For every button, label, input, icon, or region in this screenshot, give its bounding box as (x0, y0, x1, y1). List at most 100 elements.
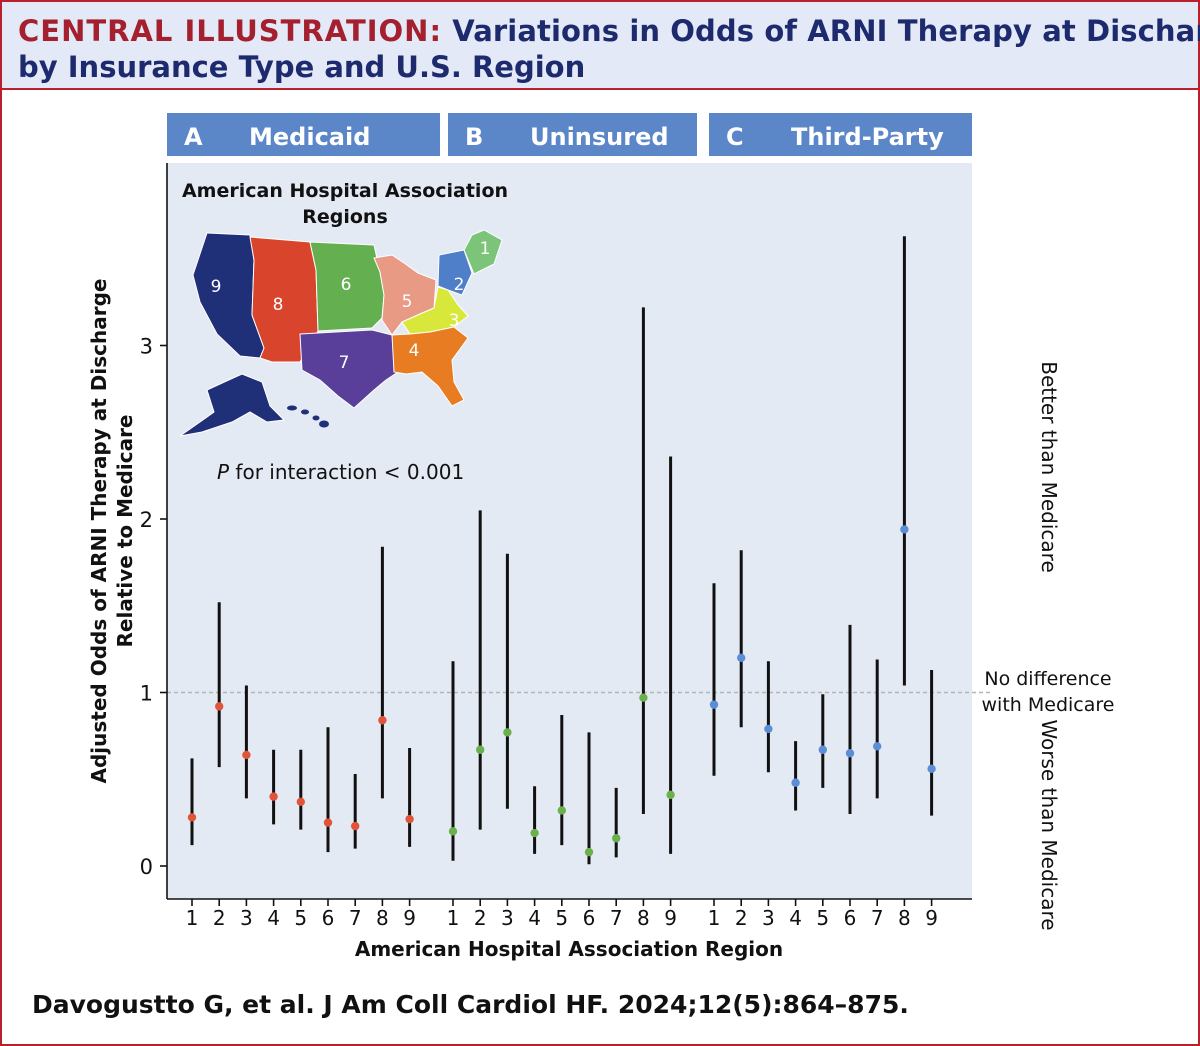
map-region-label-9: 9 (211, 277, 222, 297)
panel-header-third-party (709, 113, 972, 156)
x-tick-label: 9 (403, 906, 416, 930)
better-than-medicare-label: Better than Medicare (1037, 361, 1061, 573)
title-part-2: by Insurance Type and U.S. Region (18, 50, 586, 84)
x-tick-label: 7 (349, 906, 362, 930)
x-tick-label: 3 (501, 906, 514, 930)
map-hawaii-island (312, 415, 320, 421)
x-tick-label: 2 (735, 906, 748, 930)
x-tick-label: 9 (664, 906, 677, 930)
x-tick-label: 6 (322, 906, 335, 930)
panel-header-medicaid (167, 113, 440, 156)
estimate-point-third-party-region-6 (845, 749, 855, 758)
x-tick-label: 5 (294, 906, 307, 930)
estimate-point-medicaid-region-2 (215, 702, 224, 711)
map-region-7 (299, 329, 399, 409)
no-difference-label-line-1: No difference (984, 668, 1111, 690)
map-region-label-5: 5 (402, 292, 413, 312)
map-region-4 (391, 326, 469, 407)
estimate-point-uninsured-region-1 (448, 827, 458, 836)
estimate-point-uninsured-region-4 (530, 828, 539, 838)
interaction-p-value: P for interaction < 0.001 (217, 460, 464, 484)
x-tick-label: 6 (583, 906, 596, 930)
x-axis-label: American Hospital Association Region (355, 937, 783, 961)
x-tick-label: 1 (708, 906, 721, 930)
y-tick-label: 3 (140, 335, 153, 359)
map-region-label-2: 2 (454, 275, 465, 295)
estimate-point-uninsured-region-8 (639, 693, 648, 702)
x-tick-label: 1 (447, 906, 460, 930)
estimate-point-medicaid-region-9 (405, 814, 414, 824)
panel-letter: B (465, 123, 483, 151)
y-tick-label: 1 (140, 682, 153, 706)
x-tick-label: 7 (871, 906, 884, 930)
chart-marks (187, 236, 936, 865)
panel-headers: A Medicaid B Uninsured C Third-Party (167, 113, 972, 156)
map-region-label-4: 4 (409, 341, 420, 361)
no-difference-label-line-2: with Medicare (982, 694, 1115, 716)
estimate-point-uninsured-region-6 (584, 847, 594, 857)
panel-title: Medicaid (249, 123, 370, 151)
estimate-point-uninsured-region-7 (612, 834, 621, 843)
estimate-point-medicaid-region-3 (242, 750, 251, 760)
panel-header-uninsured (448, 113, 697, 156)
map-hawaii-island (301, 409, 309, 415)
map-title-line-2: Regions (302, 206, 388, 228)
x-tick-label: 8 (637, 906, 650, 930)
panel-letter: A (184, 123, 203, 151)
estimate-point-uninsured-region-3 (503, 728, 512, 737)
x-tick-label: 3 (240, 906, 253, 930)
map-region-label-7: 7 (339, 353, 350, 373)
map-region-1 (463, 229, 503, 275)
estimate-point-medicaid-region-7 (351, 821, 360, 831)
estimate-point-uninsured-region-9 (666, 790, 675, 800)
central-illustration-label: CENTRAL ILLUSTRATION: (18, 14, 443, 48)
y-axis-label-line-2: Relative to Medicare (113, 415, 137, 648)
estimate-point-third-party-region-3 (764, 724, 773, 734)
estimate-point-third-party-region-8 (900, 525, 909, 534)
x-tick-label: 7 (610, 906, 623, 930)
estimate-point-medicaid-region-6 (323, 818, 333, 827)
y-tick-label: 0 (140, 855, 153, 879)
x-tick-label: 4 (789, 906, 802, 930)
x-tick-label: 1 (186, 906, 199, 930)
x-tick-label: 2 (213, 906, 226, 930)
title-line-1: CENTRAL ILLUSTRATION: Variations in Odds… (18, 14, 1200, 48)
estimate-point-medicaid-region-4 (269, 792, 278, 801)
panel-letter: C (726, 123, 744, 151)
map-region-label-8: 8 (273, 295, 284, 315)
x-tick-label: 4 (528, 906, 541, 930)
panel-title: Uninsured (530, 123, 669, 151)
x-tick-label: 3 (762, 906, 775, 930)
estimate-point-third-party-region-7 (873, 742, 882, 751)
map-title-line-1: American Hospital Association (182, 180, 508, 202)
x-tick-label: 8 (376, 906, 389, 930)
x-tick-label: 8 (898, 906, 911, 930)
map-alaska (179, 373, 286, 437)
map-region-label-3: 3 (449, 311, 460, 331)
y-tick-label: 2 (140, 508, 153, 532)
x-tick-label: 6 (844, 906, 857, 930)
estimate-point-third-party-region-1 (709, 700, 719, 709)
map-hawaii-island (287, 405, 297, 411)
estimate-point-uninsured-region-5 (557, 806, 566, 815)
header-banner: CENTRAL ILLUSTRATION: Variations in Odds… (2, 2, 1200, 90)
map-region-label-1: 1 (480, 239, 491, 259)
x-tick-label: 5 (555, 906, 568, 930)
estimate-point-medicaid-region-8 (378, 716, 387, 725)
citation: Davogustto G, et al. J Am Coll Cardiol H… (32, 990, 909, 1019)
y-axis-label-line-1: Adjusted Odds of ARNI Therapy at Dischar… (87, 279, 111, 784)
x-tick-label: 4 (267, 906, 280, 930)
title-part-1: Variations in Odds of ARNI Therapy at Di… (452, 14, 1200, 48)
estimate-point-third-party-region-5 (818, 745, 827, 754)
aha-region-map: American Hospital Association Regions 9 8 6 7… (179, 180, 508, 437)
worse-than-medicare-label: Worse than Medicare (1037, 719, 1061, 930)
map-hawaii-island (319, 420, 329, 428)
estimate-point-third-party-region-2 (737, 653, 746, 662)
panel-title: Third-Party (791, 123, 944, 151)
estimate-point-third-party-region-4 (791, 778, 800, 787)
x-tick-label: 5 (816, 906, 829, 930)
map-region-label-6: 6 (341, 275, 352, 295)
